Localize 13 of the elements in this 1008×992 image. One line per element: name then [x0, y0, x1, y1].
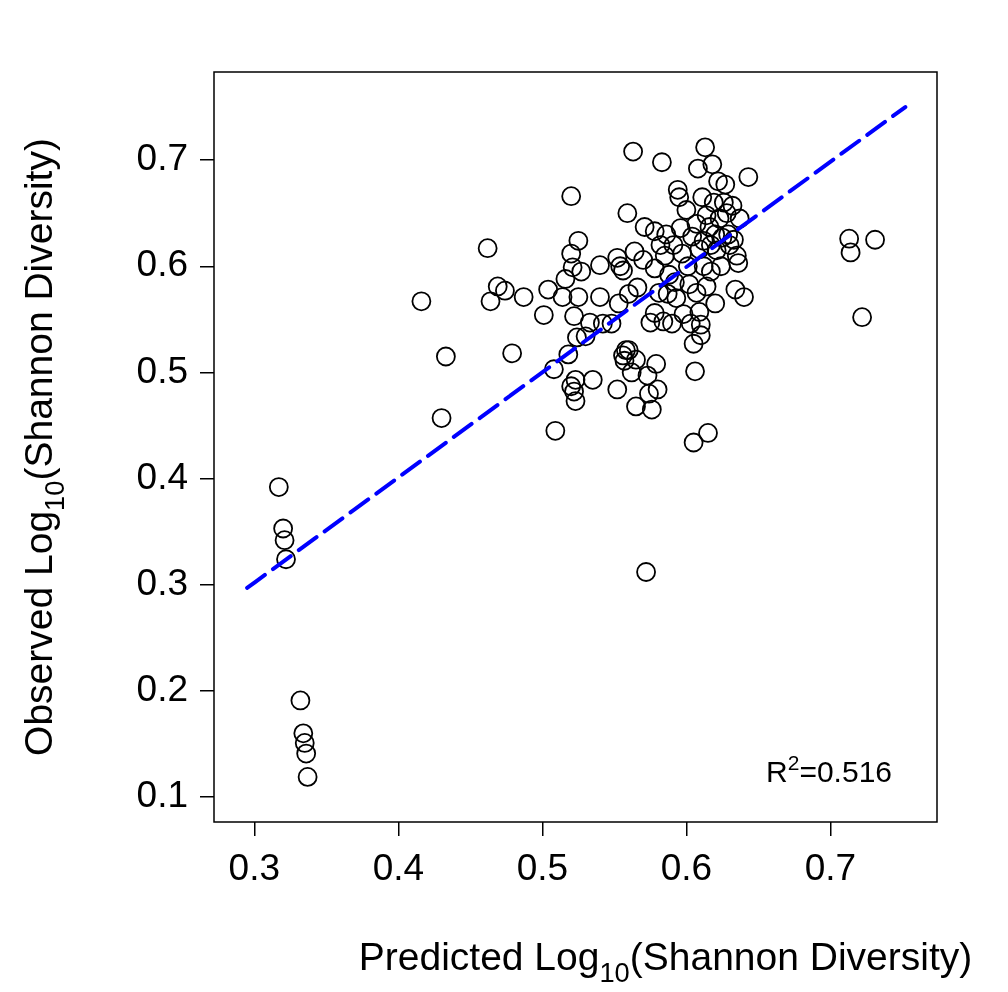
y-axis-title: Observed Log10(Shannon Diversity): [17, 138, 70, 756]
y-tick-label: 0.3: [136, 561, 188, 603]
x-tick-label: 0.4: [372, 847, 425, 889]
y-tick-label: 0.7: [136, 137, 188, 179]
y-tick-label: 0.2: [136, 668, 188, 710]
y-tick-label: 0.1: [136, 774, 188, 816]
x-tick-label: 0.7: [804, 847, 857, 889]
y-tick-label: 0.5: [136, 349, 188, 391]
y-tick-label: 0.4: [136, 455, 188, 497]
x-tick-label: 0.3: [228, 847, 281, 889]
x-tick-label: 0.5: [516, 847, 569, 889]
y-tick-label: 0.6: [136, 243, 188, 285]
x-tick-label: 0.6: [660, 847, 713, 889]
